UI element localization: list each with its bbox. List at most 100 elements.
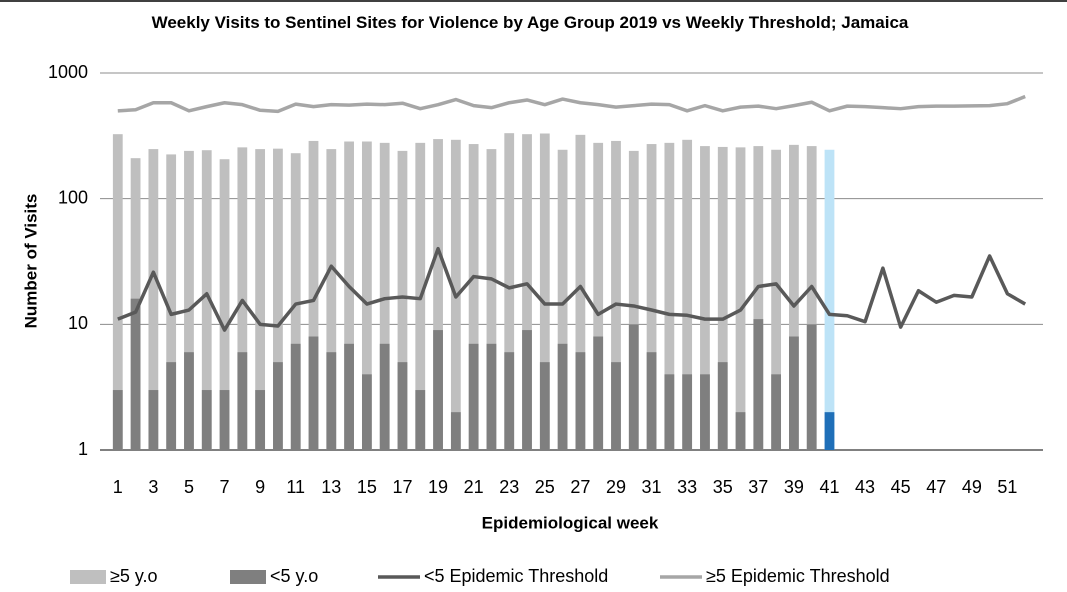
legend-label: ≥5 Epidemic Threshold <box>706 566 890 586</box>
bar <box>166 154 177 450</box>
legend-label: <5 y.o <box>270 566 318 586</box>
bar <box>789 336 799 450</box>
x-tick-label: 1 <box>113 477 123 497</box>
bar <box>504 352 515 450</box>
bar <box>450 412 461 450</box>
bar <box>237 352 248 450</box>
bar <box>112 134 123 451</box>
bar <box>753 319 764 450</box>
legend-label: <5 Epidemic Threshold <box>424 566 608 586</box>
x-tick-label: 11 <box>286 477 305 497</box>
bar <box>273 362 283 450</box>
bar <box>593 142 604 450</box>
bar <box>255 149 266 451</box>
bar <box>184 352 194 450</box>
legend-label: ≥5 y.o <box>110 566 158 586</box>
x-tick-label: 39 <box>784 477 804 497</box>
bar <box>575 134 586 450</box>
bar <box>397 362 408 450</box>
bar <box>255 390 266 450</box>
bar <box>344 343 354 450</box>
bar <box>379 343 390 450</box>
bar <box>148 149 159 451</box>
x-tick-label: 17 <box>392 477 412 497</box>
bar <box>700 146 710 450</box>
bar <box>148 390 159 450</box>
bar <box>611 140 621 450</box>
legend-swatch <box>70 570 106 584</box>
bar <box>557 149 568 450</box>
bar <box>201 390 212 450</box>
bar <box>201 150 212 451</box>
legend-swatch <box>230 570 266 584</box>
bar <box>771 149 782 450</box>
line <box>117 246 1027 332</box>
bar <box>112 390 123 450</box>
bar <box>273 148 283 450</box>
x-tick-label: 21 <box>464 477 484 497</box>
bar <box>824 149 835 450</box>
y-tick-label: 10 <box>68 313 88 333</box>
bar <box>379 142 390 450</box>
y-axis-label: Number of Visits <box>21 194 40 329</box>
bar <box>789 144 799 451</box>
bar <box>824 412 835 450</box>
x-tick-label: 25 <box>535 477 555 497</box>
x-tick-label: 51 <box>997 477 1017 497</box>
x-tick-label: 13 <box>321 477 341 497</box>
bar <box>700 374 710 450</box>
bar <box>308 336 319 450</box>
x-tick-label: 37 <box>748 477 768 497</box>
bar <box>539 133 550 450</box>
bar <box>290 343 301 450</box>
bar <box>646 352 657 450</box>
y-tick-label: 100 <box>58 187 88 207</box>
bar <box>433 330 443 450</box>
bar <box>806 324 817 450</box>
bar <box>682 374 693 450</box>
bar <box>326 149 337 451</box>
bar <box>593 336 604 450</box>
bar <box>628 324 639 450</box>
bar <box>664 142 675 450</box>
bar <box>326 352 337 450</box>
bar <box>806 146 817 450</box>
x-tick-label: 5 <box>184 477 194 497</box>
bar <box>433 139 443 450</box>
bar <box>130 298 141 450</box>
bar <box>682 139 693 450</box>
x-tick-label: 3 <box>148 477 158 497</box>
x-tick-label: 47 <box>926 477 946 497</box>
bar <box>522 330 532 450</box>
bar <box>735 147 746 451</box>
x-tick-label: 29 <box>606 477 626 497</box>
bar <box>486 149 497 451</box>
bar <box>290 153 301 450</box>
x-axis-label: Epidemiological week <box>482 513 659 532</box>
bar <box>611 362 621 450</box>
bar <box>557 343 568 450</box>
x-tick-label: 33 <box>677 477 697 497</box>
x-tick-label: 49 <box>962 477 982 497</box>
line <box>117 94 1026 114</box>
x-tick-label: 19 <box>428 477 448 497</box>
y-tick-label: 1000 <box>48 62 88 82</box>
x-tick-label: 43 <box>855 477 875 497</box>
x-tick-label: 41 <box>819 477 839 497</box>
x-tick-label: 45 <box>891 477 911 497</box>
bar <box>504 133 515 450</box>
bar <box>753 146 764 450</box>
bar <box>468 144 479 450</box>
chart-title: Weekly Visits to Sentinel Sites for Viol… <box>151 13 909 32</box>
bar <box>344 141 354 451</box>
bar <box>646 144 657 450</box>
x-tick-label: 9 <box>255 477 265 497</box>
bar <box>486 343 497 450</box>
bar <box>717 362 728 450</box>
bar <box>771 374 782 450</box>
x-tick-label: 27 <box>570 477 590 497</box>
bar <box>575 352 586 450</box>
bar <box>468 343 479 450</box>
bar <box>361 141 372 451</box>
